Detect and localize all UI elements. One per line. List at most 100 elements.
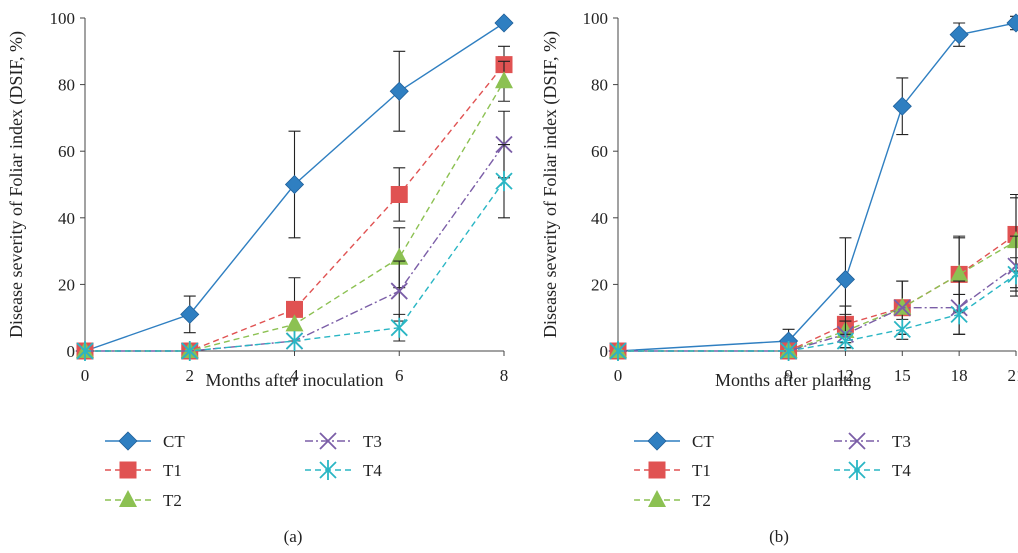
panel-label: (a) [284,527,303,546]
data-point [949,25,969,45]
panel-label: (b) [769,527,789,546]
legend-item-T4: T4 [305,460,382,480]
legend-item-T4: T4 [834,460,911,480]
legend-item-T2: T2 [105,490,182,510]
legend-marker [118,431,138,451]
y-tick-label: 20 [58,275,75,294]
series-line [85,180,505,352]
data-point [390,185,408,203]
legend-marker [848,432,866,450]
data-point [285,314,304,332]
x-tick-label: 2 [186,366,195,385]
legend-label: T4 [892,461,911,480]
legend-marker [119,490,137,507]
chart-panel-1: 0 20 40 60 80 100 0 2 4 6 8 Months after inoculatio… [6,9,514,546]
legend-item-T3: T3 [834,432,911,451]
y-tick-label: 0 [67,342,76,361]
data-point [836,331,855,352]
series-line [618,265,1017,352]
data-point [389,81,409,101]
series-line [618,273,1017,352]
legend-label: CT [692,432,714,451]
y-tick-label: 20 [591,275,608,294]
series-line [617,22,1017,352]
x-tick-label: 4 [290,366,299,385]
x-tick-label: 0 [614,366,623,385]
data-point [1007,231,1018,249]
data-point [950,264,969,282]
data-point [180,304,200,324]
legend-label: T2 [692,491,711,510]
legend-label: T3 [363,432,382,451]
legend-marker [848,460,866,480]
legend-label: T3 [892,432,911,451]
legend-item-T1: T1 [634,461,711,480]
legend-item-CT: CT [105,431,185,451]
data-point [494,13,514,33]
y-tick-label: 0 [600,342,609,361]
x-tick-label: 12 [837,366,854,385]
data-point [284,174,305,195]
y-tick-label: 60 [58,142,75,161]
x-axis-title: Months after planting [715,370,871,390]
legend-marker [648,490,666,507]
data-point [950,304,968,325]
data-point [609,341,627,361]
legend-item-T2: T2 [634,490,711,510]
chart-panel-2: 0 20 40 60 80 100 0 9 12 15 18 21 Months after plant… [540,9,1018,546]
series-T3 [609,235,1018,360]
data-point [835,269,855,289]
data-point [893,319,911,340]
x-tick-label: 21 [1008,366,1018,385]
y-tick-label: 80 [58,76,75,95]
series-line [618,233,1017,352]
legend-marker [319,432,337,450]
data-point [893,297,912,315]
legend-label: CT [163,432,185,451]
data-point [779,341,798,361]
y-axis-title: Disease severity of Foliar index (DSIF, … [540,31,561,338]
legend-marker [648,461,666,479]
series-T4 [76,143,513,361]
legend-label: T1 [163,461,182,480]
legend-label: T1 [692,461,711,480]
legend-label: T4 [363,461,382,480]
series-CT [608,13,1018,361]
data-point [390,247,409,265]
data-point [390,317,408,338]
data-point [286,300,303,318]
legend-marker [647,431,667,451]
x-tick-label: 9 [784,366,793,385]
legend-item-CT: CT [634,431,714,451]
y-tick-label: 40 [58,209,75,228]
y-axis-title: Disease severity of Foliar index (DSIF, … [6,31,27,338]
y-tick-label: 40 [591,209,608,228]
x-tick-label: 18 [951,366,968,385]
y-tick-label: 60 [591,142,608,161]
legend-item-T3: T3 [305,432,382,451]
x-axis-title: Months after inoculation [206,370,384,390]
legend-marker [319,460,337,480]
series-T2 [609,193,1018,358]
legend-item-T1: T1 [105,461,182,480]
data-point [892,96,912,116]
data-point [893,299,911,317]
data-point [181,341,199,361]
x-tick-label: 15 [894,366,911,385]
data-point [76,341,94,361]
data-point [1006,13,1018,33]
x-tick-label: 8 [500,366,509,385]
y-tick-label: 100 [583,9,609,28]
data-point [495,171,513,192]
x-tick-label: 0 [81,366,90,385]
legend-marker [119,461,137,479]
series-T4 [609,257,1018,361]
y-tick-label: 80 [591,76,608,95]
data-point [390,282,408,300]
data-point [495,71,513,89]
x-tick-label: 6 [395,366,404,385]
data-point [285,331,304,352]
y-tick-label: 100 [50,9,76,28]
data-point [1007,264,1018,285]
